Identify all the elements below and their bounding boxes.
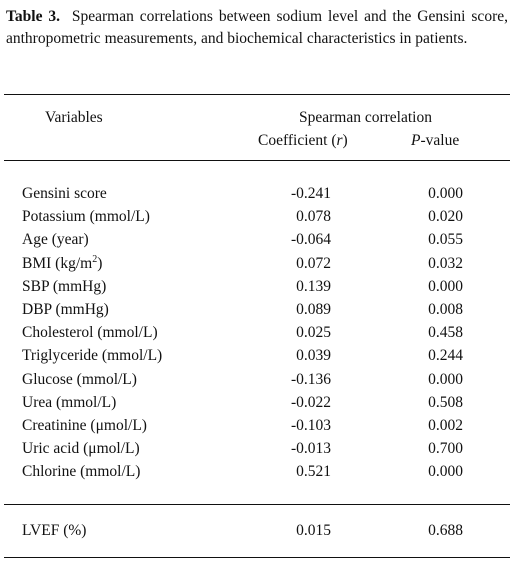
table-caption: Table 3. Spearman correlations between s… <box>6 6 508 49</box>
cell-pvalue: 0.000 <box>428 278 463 295</box>
cell-coefficient: 0.039 <box>296 347 331 364</box>
cell-variable: Triglyceride (mmol/L) <box>22 346 162 366</box>
cell-pvalue: 0.020 <box>428 208 463 225</box>
cell-pvalue: 0.458 <box>428 324 463 341</box>
cell-variable: SBP (mmHg) <box>22 277 106 297</box>
cell-pvalue: 0.508 <box>428 394 463 411</box>
cell-pvalue: 0.008 <box>428 301 463 318</box>
header-rule <box>4 160 510 162</box>
top-rule <box>4 94 510 96</box>
cell-variable-text: SBP (mmHg) <box>22 278 107 295</box>
cell-variable: Urea (mmol/L) <box>22 393 116 413</box>
cell-coefficient: 0.025 <box>296 324 331 341</box>
cell-variable: Creatinine (μmol/L) <box>22 416 147 436</box>
cell-coefficient: 0.015 <box>296 522 331 539</box>
cell-pvalue: 0.244 <box>428 347 463 364</box>
cell-variable-text: Urea (mmol/L) <box>22 394 117 411</box>
cell-variable-text: DBP (mmHg) <box>22 301 109 318</box>
header-variables: Variables <box>45 109 103 126</box>
bottom-rule <box>4 557 510 559</box>
header-coefficient-label: Coefficient ( <box>258 132 337 149</box>
cell-variable-text: Glucose (mmol/L) <box>22 371 137 388</box>
cell-coefficient: -0.022 <box>290 394 331 411</box>
cell-pvalue: 0.688 <box>428 522 463 539</box>
cell-coefficient: -0.241 <box>290 185 331 202</box>
cell-coefficient: -0.013 <box>290 440 331 457</box>
cell-variable-text: Age (year) <box>22 231 89 248</box>
cell-pvalue: 0.032 <box>428 255 463 272</box>
cell-pvalue: 0.000 <box>428 371 463 388</box>
cell-pvalue: 0.000 <box>428 185 463 202</box>
cell-variable-text: Uric acid (μmol/L) <box>22 440 140 457</box>
cell-variable-close: ) <box>97 255 103 272</box>
cell-pvalue: 0.000 <box>428 463 463 480</box>
cell-coefficient: 0.072 <box>296 255 331 272</box>
cell-variable: Glucose (mmol/L) <box>22 370 137 390</box>
cell-coefficient: 0.078 <box>296 208 331 225</box>
header-pvalue-symbol: P <box>411 132 421 149</box>
cell-variable: BMI (kg/m2) <box>22 254 102 274</box>
cell-coefficient: -0.136 <box>290 371 331 388</box>
cell-variable: Potassium (mmol/L) <box>22 207 150 227</box>
cell-variable-text: Creatinine (μmol/L) <box>22 417 147 434</box>
cell-variable: Chlorine (mmol/L) <box>22 462 140 482</box>
cell-variable: DBP (mmHg) <box>22 300 109 320</box>
cell-coefficient: 0.521 <box>296 463 331 480</box>
header-coefficient: Coefficient (r) <box>258 132 348 150</box>
cell-coefficient: 0.139 <box>296 278 331 295</box>
table-caption-text: Spearman correlations between sodium lev… <box>6 8 508 47</box>
separator-rule <box>4 504 510 506</box>
cell-variable: Age (year) <box>22 230 89 250</box>
cell-variable: Gensini score <box>22 184 107 204</box>
cell-variable-text: Potassium (mmol/L) <box>22 208 150 225</box>
cell-coefficient: -0.103 <box>290 417 331 434</box>
cell-pvalue: 0.700 <box>428 440 463 457</box>
cell-variable: Cholesterol (mmol/L) <box>22 323 158 343</box>
cell-variable-text: Triglyceride (mmol/L) <box>22 347 163 364</box>
header-pvalue: P-value <box>411 132 459 150</box>
header-spearman-correlation: Spearman correlation <box>299 109 432 126</box>
header-pvalue-label: -value <box>420 132 460 149</box>
cell-coefficient: 0.089 <box>296 301 331 318</box>
cell-pvalue: 0.002 <box>428 417 463 434</box>
cell-pvalue: 0.055 <box>428 231 463 248</box>
header-coefficient-close: ) <box>342 132 348 149</box>
cell-variable: LVEF (%) <box>22 522 87 539</box>
cell-variable-text: BMI (kg/m <box>22 255 93 272</box>
cell-coefficient: -0.064 <box>290 231 331 248</box>
cell-variable-text: Cholesterol (mmol/L) <box>22 324 158 341</box>
table-caption-label: Table 3. <box>6 8 61 25</box>
cell-variable-superscript: 2 <box>92 253 98 265</box>
header-coefficient-symbol: r <box>336 132 343 149</box>
cell-variable: Uric acid (μmol/L) <box>22 439 140 459</box>
cell-variable-text: Gensini score <box>22 185 107 202</box>
cell-variable-text: Chlorine (mmol/L) <box>22 463 141 480</box>
